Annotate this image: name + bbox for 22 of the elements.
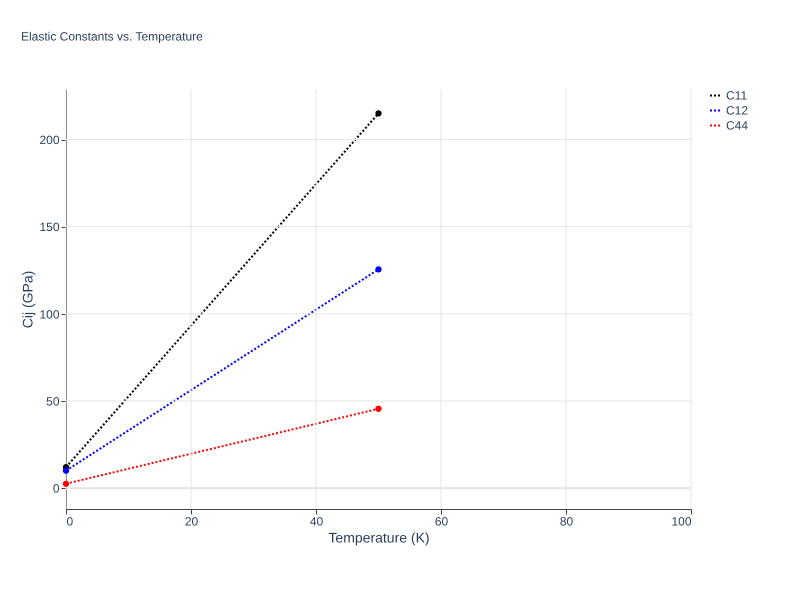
chart-title: Elastic Constants vs. Temperature	[20, 30, 204, 44]
legend-label: C12	[726, 104, 748, 118]
x-tick-label: 80	[560, 514, 574, 528]
x-tick-label: 100	[671, 514, 692, 528]
point	[375, 110, 382, 117]
x-tick-label: 20	[184, 514, 198, 528]
point	[62, 480, 70, 487]
x-tick-label: 60	[434, 514, 448, 528]
legend-label: C44	[726, 118, 748, 132]
y-tick-label: 100	[39, 307, 60, 322]
x-tick-label: 40	[310, 514, 324, 528]
x-tick-label: 0	[66, 514, 74, 528]
y-axis-title: Cij (GPa)	[19, 270, 36, 328]
x-axis-title: Temperature (K)	[328, 530, 430, 546]
legend-label: C11	[726, 88, 748, 102]
point	[375, 266, 382, 273]
y-tick-label: 150	[39, 220, 60, 234]
point	[375, 406, 382, 412]
y-tick-label: 200	[39, 133, 60, 148]
point	[62, 468, 70, 474]
y-tick-label: 0	[52, 482, 60, 496]
y-tick-label: 50	[46, 394, 60, 408]
